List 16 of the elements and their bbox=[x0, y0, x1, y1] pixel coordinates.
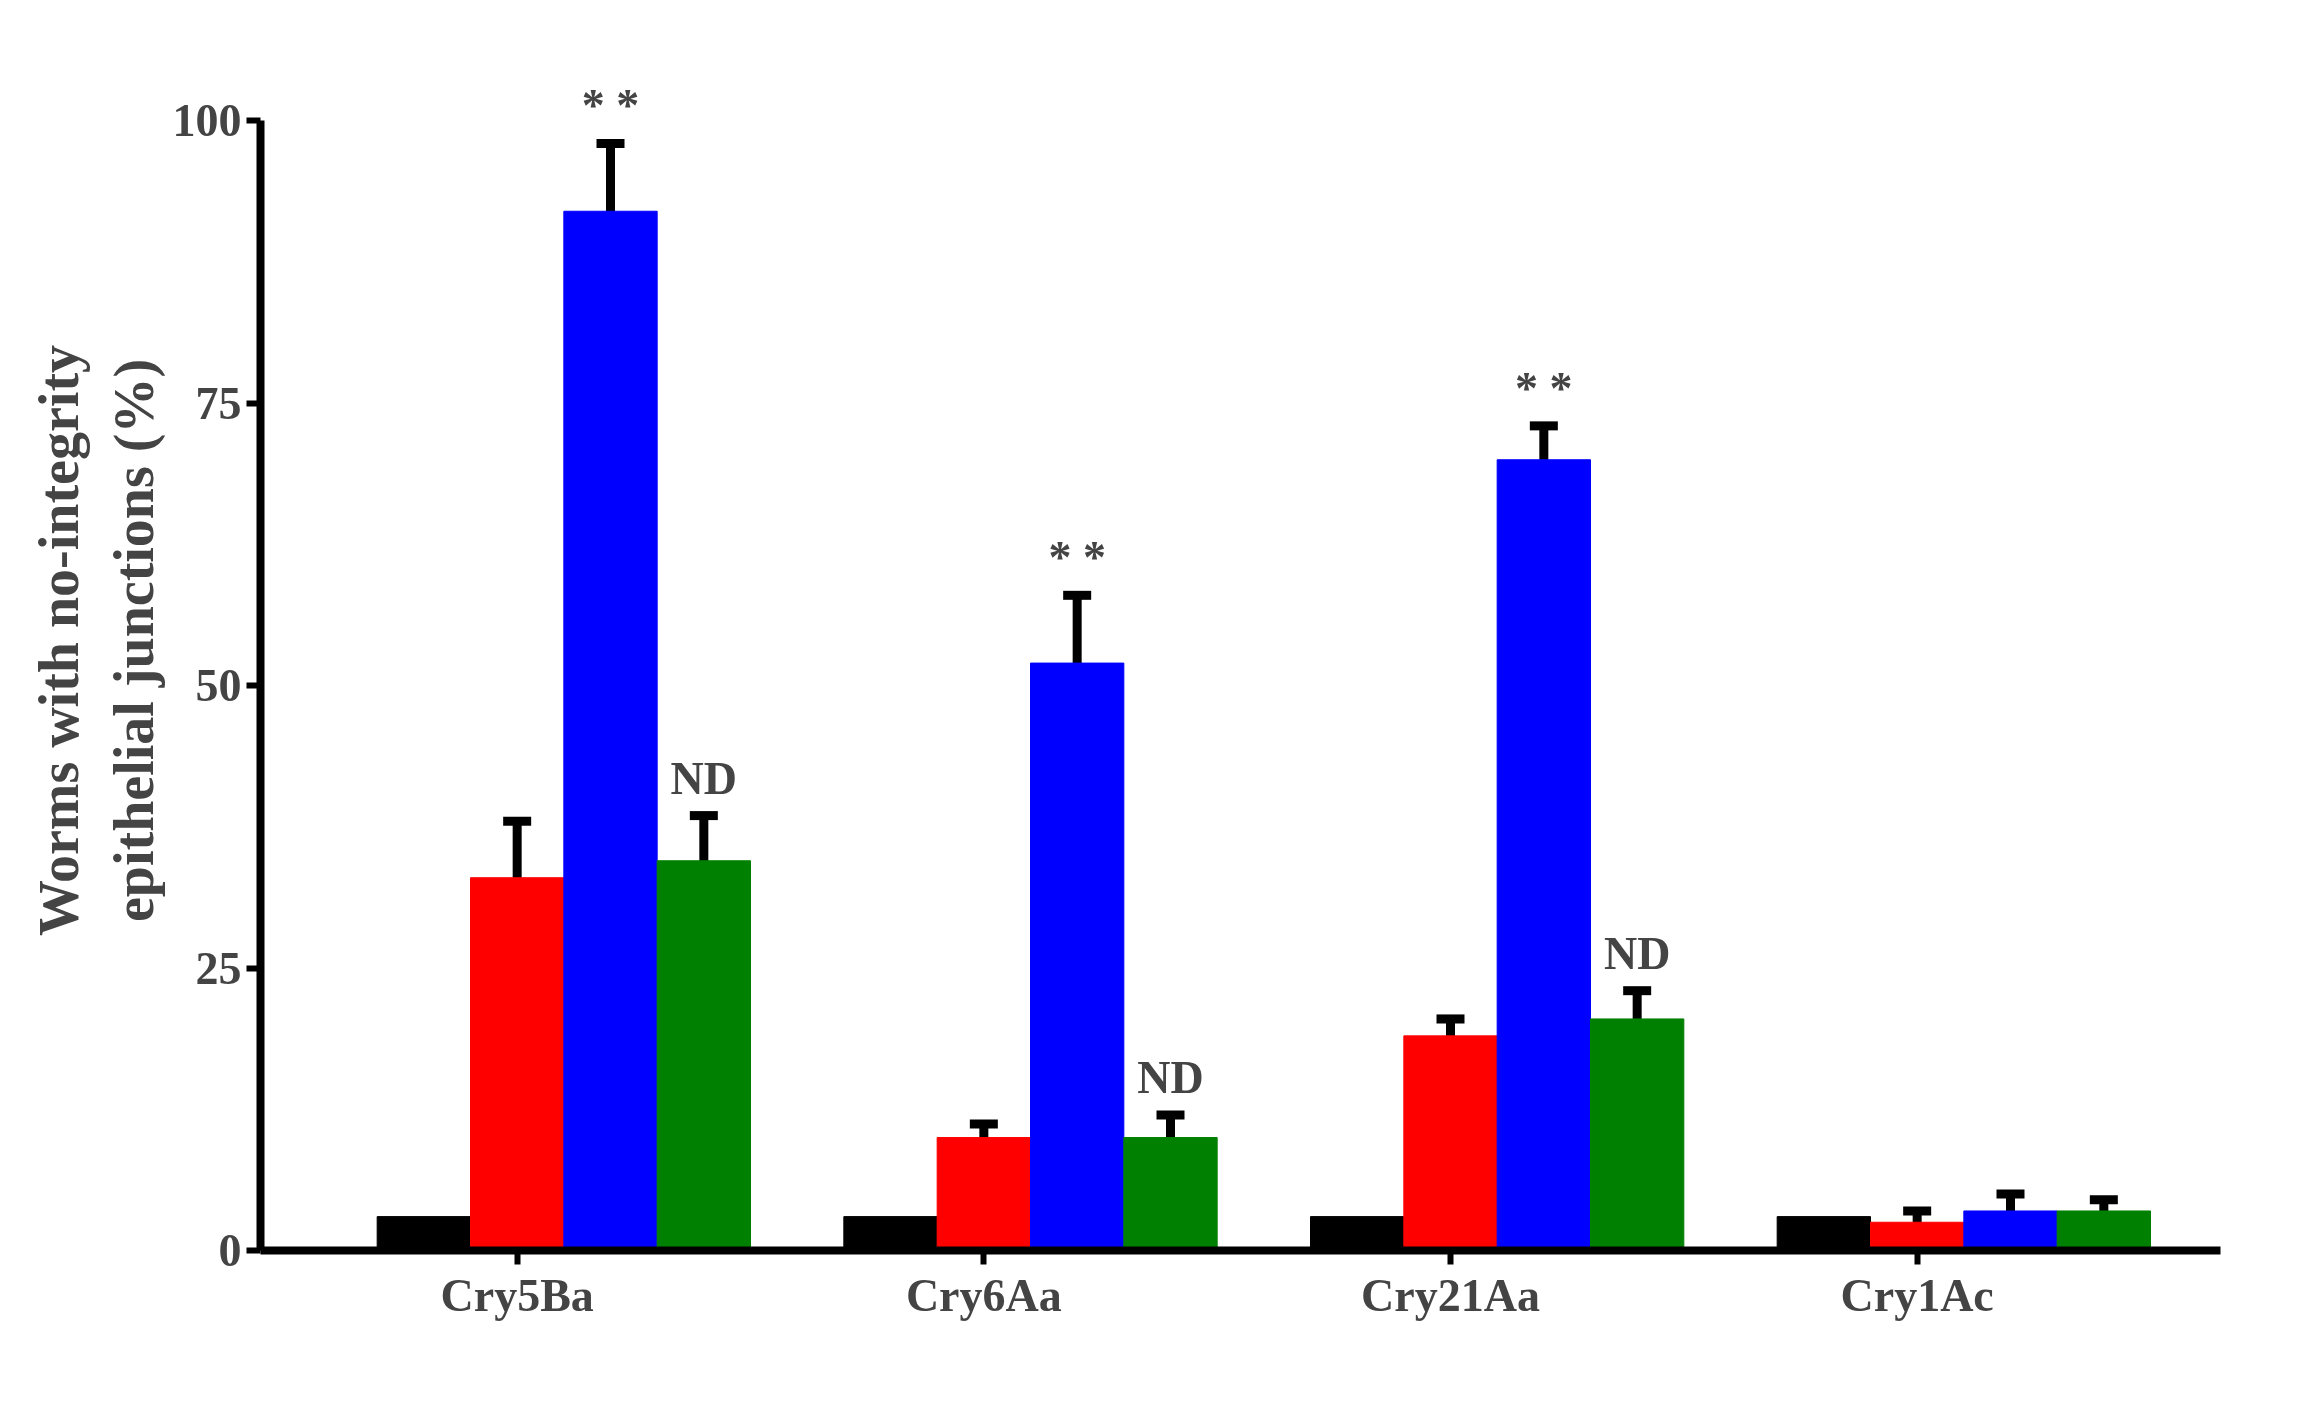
data-label: ND bbox=[1137, 1051, 1204, 1103]
data-label: * * bbox=[1515, 362, 1573, 414]
x-tick-label: Cry5Ba bbox=[440, 1269, 594, 1321]
x-tick-label: Cry21Aa bbox=[1361, 1269, 1540, 1321]
y-tick-label: 50 bbox=[195, 660, 242, 712]
data-label: ND bbox=[1603, 927, 1671, 979]
data-label: * * bbox=[1048, 532, 1106, 584]
y-tick-label: 100 bbox=[172, 95, 242, 147]
y-tick-label: 25 bbox=[195, 942, 242, 994]
y-axis-title: Worms with no-integrity epithelial junctions (%) bbox=[28, 344, 166, 937]
x-tick-label: Cry1Ac bbox=[1840, 1269, 1994, 1321]
y-tick-label: 0 bbox=[218, 1225, 242, 1276]
data-label: ND bbox=[670, 752, 738, 804]
data-label: * * bbox=[581, 80, 640, 132]
y-tick-label: 75 bbox=[195, 377, 242, 429]
x-tick-label: Cry6Aa bbox=[905, 1269, 1062, 1321]
